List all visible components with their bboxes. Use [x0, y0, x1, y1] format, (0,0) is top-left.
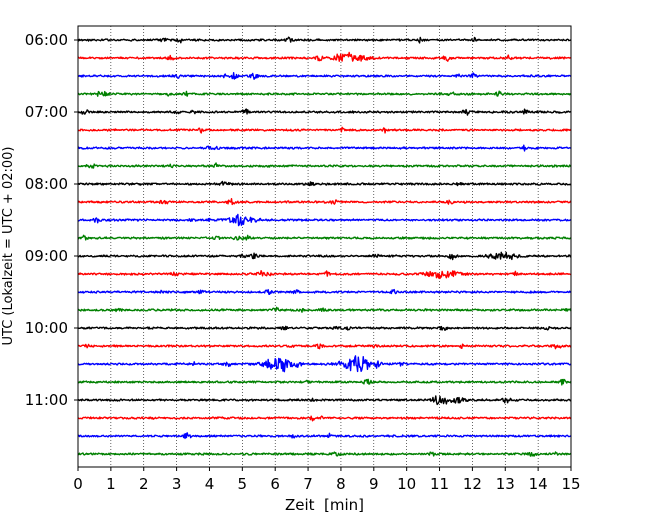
trace-10 [77, 213, 572, 227]
x-tick-label-13: 13 [496, 475, 515, 493]
y-tick-label-07:00: 07:00 [25, 103, 68, 121]
y-tick-label-08:00: 08:00 [25, 175, 68, 193]
x-tick-label-4: 4 [205, 475, 215, 493]
seismic-traces [77, 36, 572, 457]
trace-6 [77, 144, 572, 152]
trace-14 [77, 288, 572, 296]
x-tick-label-15: 15 [561, 475, 580, 493]
trace-19 [77, 378, 572, 386]
trace-4 [77, 108, 572, 116]
trace-9 [77, 198, 572, 206]
y-tick-label-11:00: 11:00 [25, 391, 68, 409]
trace-7 [77, 162, 572, 169]
plot-frame [77, 25, 572, 468]
y-tick-label-09:00: 09:00 [25, 247, 68, 265]
plot-area-background [78, 26, 571, 467]
trace-5 [77, 126, 572, 134]
trace-15 [77, 306, 572, 313]
trace-11 [77, 234, 572, 241]
trace-2 [77, 72, 572, 80]
y-tick-label-10:00: 10:00 [25, 319, 68, 337]
trace-16 [77, 325, 572, 331]
x-tick-label-9: 9 [369, 475, 379, 493]
trace-18 [77, 355, 572, 373]
trace-22 [77, 432, 572, 440]
trace-21 [77, 415, 572, 422]
y-axis-ticks: 06:00 07:00 08:00 09:00 10:00 11:00 [25, 31, 78, 409]
trace-8 [77, 180, 572, 187]
trace-0 [77, 36, 572, 44]
trace-1 [77, 51, 572, 62]
x-tick-label-7: 7 [303, 475, 313, 493]
x-tick-label-5: 5 [238, 475, 248, 493]
trace-23 [77, 451, 572, 457]
x-tick-label-6: 6 [270, 475, 280, 493]
trace-3 [77, 90, 572, 97]
trace-20 [77, 395, 572, 406]
x-tick-label-14: 14 [529, 475, 548, 493]
x-tick-label-2: 2 [139, 475, 149, 493]
x-tick-label-8: 8 [336, 475, 346, 493]
x-tick-label-3: 3 [172, 475, 182, 493]
y-tick-label-06:00: 06:00 [25, 31, 68, 49]
x-tick-label-0: 0 [73, 475, 83, 493]
x-tick-label-10: 10 [397, 475, 416, 493]
trace-17 [77, 343, 572, 350]
x-tick-label-12: 12 [463, 475, 482, 493]
trace-12 [77, 251, 572, 261]
x-tick-label-11: 11 [430, 475, 449, 493]
x-axis-ticks: 0 1 2 3 4 5 6 7 8 9 10 11 12 13 14 15 [73, 467, 581, 493]
trace-13 [77, 270, 572, 280]
x-axis-label: Zeit [min] [285, 496, 364, 514]
x-tick-label-1: 1 [106, 475, 116, 493]
y-axis-label: UTC (Lokalzeit = UTC + 02:00) [1, 147, 16, 346]
